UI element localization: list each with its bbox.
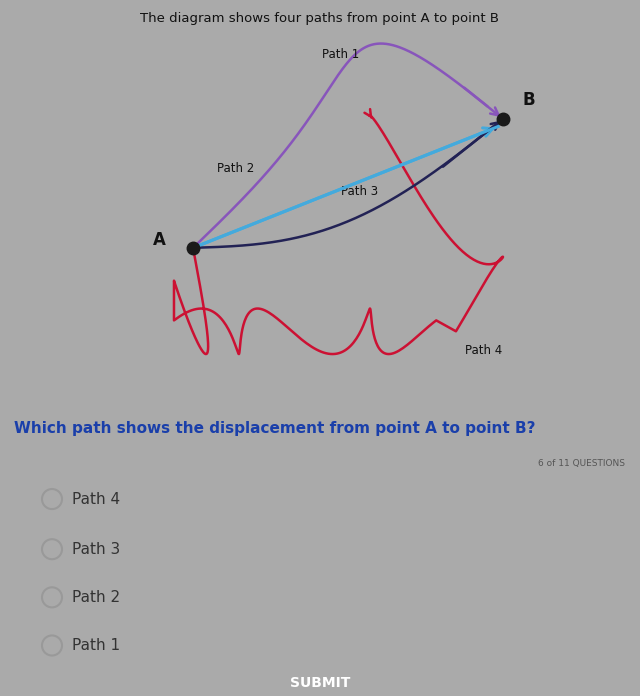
Text: Path 4: Path 4 xyxy=(72,491,120,507)
Text: Path 2: Path 2 xyxy=(72,590,120,605)
Text: Path 4: Path 4 xyxy=(465,344,502,357)
Text: The diagram shows four paths from point A to point B: The diagram shows four paths from point … xyxy=(141,12,499,24)
Text: Path 1: Path 1 xyxy=(322,48,359,61)
Text: Path 1: Path 1 xyxy=(72,638,120,653)
Text: SUBMIT: SUBMIT xyxy=(290,676,350,690)
Text: A: A xyxy=(153,231,166,249)
Text: 6 of 11 QUESTIONS: 6 of 11 QUESTIONS xyxy=(538,459,625,468)
Text: Which path shows the displacement from point A to point B?: Which path shows the displacement from p… xyxy=(14,421,536,436)
Text: Path 3: Path 3 xyxy=(72,541,120,557)
Text: Path 2: Path 2 xyxy=(217,162,254,175)
Text: Path 3: Path 3 xyxy=(341,184,378,198)
Text: B: B xyxy=(523,91,536,109)
